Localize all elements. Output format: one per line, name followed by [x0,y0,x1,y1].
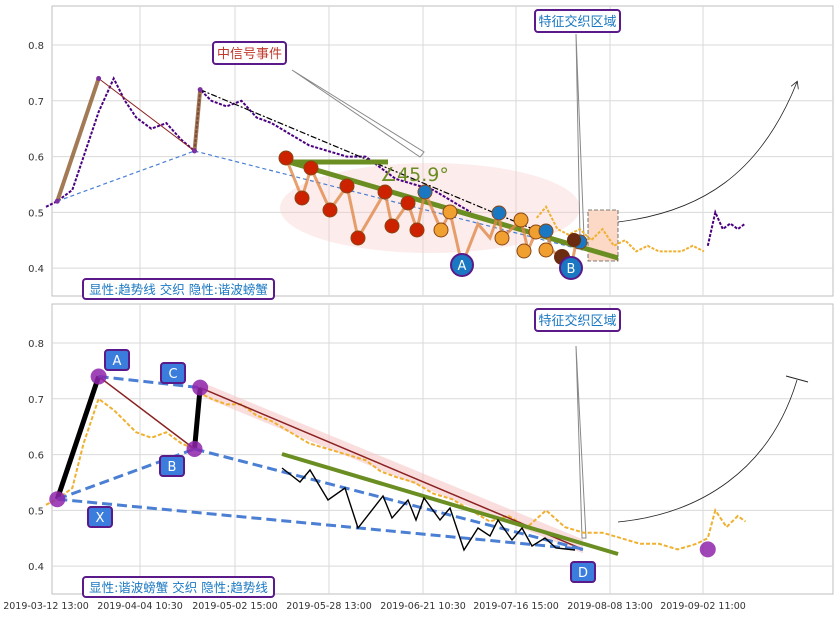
event-marker [442,204,458,220]
x-tick-label: 2019-08-08 13:00 [567,601,653,612]
event-marker [491,205,507,221]
point-label-b [159,455,185,477]
point-label-a [104,349,130,371]
x-tick-label: 2019-09-02 11:00 [660,601,746,612]
event-marker [409,222,425,238]
xb-leg [57,150,195,202]
pattern-vertex-bottom [90,368,107,385]
point-label-x [87,506,113,528]
y-tick-label: 0.4 [28,562,44,573]
event-marker [377,184,393,200]
y-tick-label: 0.7 [28,395,44,406]
point-label-d [570,561,596,583]
event-marker [384,218,400,234]
pattern-vertex-bottom [49,491,66,508]
signal-callout-text: 中信号事件 [217,47,282,62]
event-marker [494,230,510,246]
top-point-a-text: A [458,259,467,274]
x-tick-label: 2019-03-12 13:00 [3,601,89,612]
event-marker [294,190,310,206]
x-tick-label: 2019-06-21 10:30 [380,601,466,612]
event-marker [339,178,355,194]
bottom-footer-text: 显性:谐波螃蟹 交织 隐性:趋势线 [89,580,268,595]
zone-callout-bottom-text: 特征交织区域 [538,313,616,329]
y-tick-label: 0.5 [28,506,44,517]
point-label-c [160,362,186,384]
zone-callout-top-text: 特征交织区域 [538,14,616,30]
angle-label: ∠45.9° [380,164,449,186]
x-tick-label: 2019-05-02 15:00 [192,601,278,612]
event-marker [538,223,554,239]
top-point-b-text: B [567,262,576,277]
top-point-a [450,253,474,277]
top-series-line-1 [535,205,705,253]
event-marker [417,184,433,200]
event-marker [350,230,366,246]
pattern-vertex-bottom [192,379,209,396]
y-tick-label: 0.8 [28,339,44,350]
cd-band [200,381,583,554]
y-tick-label: 0.8 [28,41,44,52]
event-marker [433,222,449,238]
projection-cap [785,375,809,383]
point-label-x-text: X [96,511,105,526]
signal-callout: 中信号事件 [212,41,287,65]
trend-line-bottom-2 [281,452,619,556]
y-tick-label: 0.6 [28,153,44,164]
top-series-line-2 [706,209,746,247]
top-footer-label: 显性:趋势线 交织 隐性:谐波螃蟹 [82,278,275,300]
pattern-vertex [192,148,198,154]
event-marker [513,212,529,228]
point-label-a-text: A [113,354,122,369]
pattern-vertex-bottom [186,441,203,457]
x-tick-label: 2019-07-16 15:00 [473,601,559,612]
zone-callout-top: 特征交织区域 [534,9,621,33]
xd-dash [57,497,584,551]
bottom-panel-frame [51,303,834,595]
top-series-line-0 [45,76,472,214]
y-tick-label: 0.5 [28,208,44,219]
projection-arrow-bottom [617,379,798,523]
top-footer-text: 显性:趋势线 交织 隐性:谐波螃蟹 [89,282,268,297]
y-tick-label: 0.6 [28,451,44,462]
event-marker [278,150,294,166]
pattern-vertex-bottom [699,541,716,558]
point-label-b-text: B [168,460,177,475]
pattern-vertex [197,87,203,93]
y-tick-label: 0.7 [28,97,44,108]
bottom-zigzag [281,467,576,552]
pattern-vertex [54,198,60,204]
event-marker [567,233,581,247]
ac-dash [98,375,201,390]
x-tick-label: 2019-04-04 10:30 [97,601,183,612]
bd-leg [194,150,584,251]
xa-leg [55,77,101,202]
zone-arrow-bottom [575,345,587,539]
point-label-c-text: C [168,367,177,382]
signal-arrow [291,69,425,158]
event-marker [303,160,319,176]
y-tick-label: 0.4 [28,264,44,275]
projection-arrow-top [617,82,797,223]
bc-leg-bottom [192,387,203,450]
bottom-footer-label: 显性:谐波螃蟹 交织 隐性:趋势线 [82,576,275,598]
event-marker [400,195,416,211]
xa-leg-bottom [54,375,102,500]
ab-leg-bottom [98,375,195,450]
bottom-series-line [45,391,746,551]
point-label-d-text: D [578,566,588,581]
event-marker [538,242,554,258]
cd-leg-bottom [199,386,584,551]
top-point-b [559,256,583,280]
event-marker [516,243,532,259]
event-marker [322,202,338,218]
pattern-vertex [96,76,102,81]
x-tick-label: 2019-05-28 13:00 [286,601,372,612]
zone-callout-bottom: 特征交织区域 [534,308,621,332]
bc-leg [192,89,203,152]
ab-leg [98,78,195,152]
